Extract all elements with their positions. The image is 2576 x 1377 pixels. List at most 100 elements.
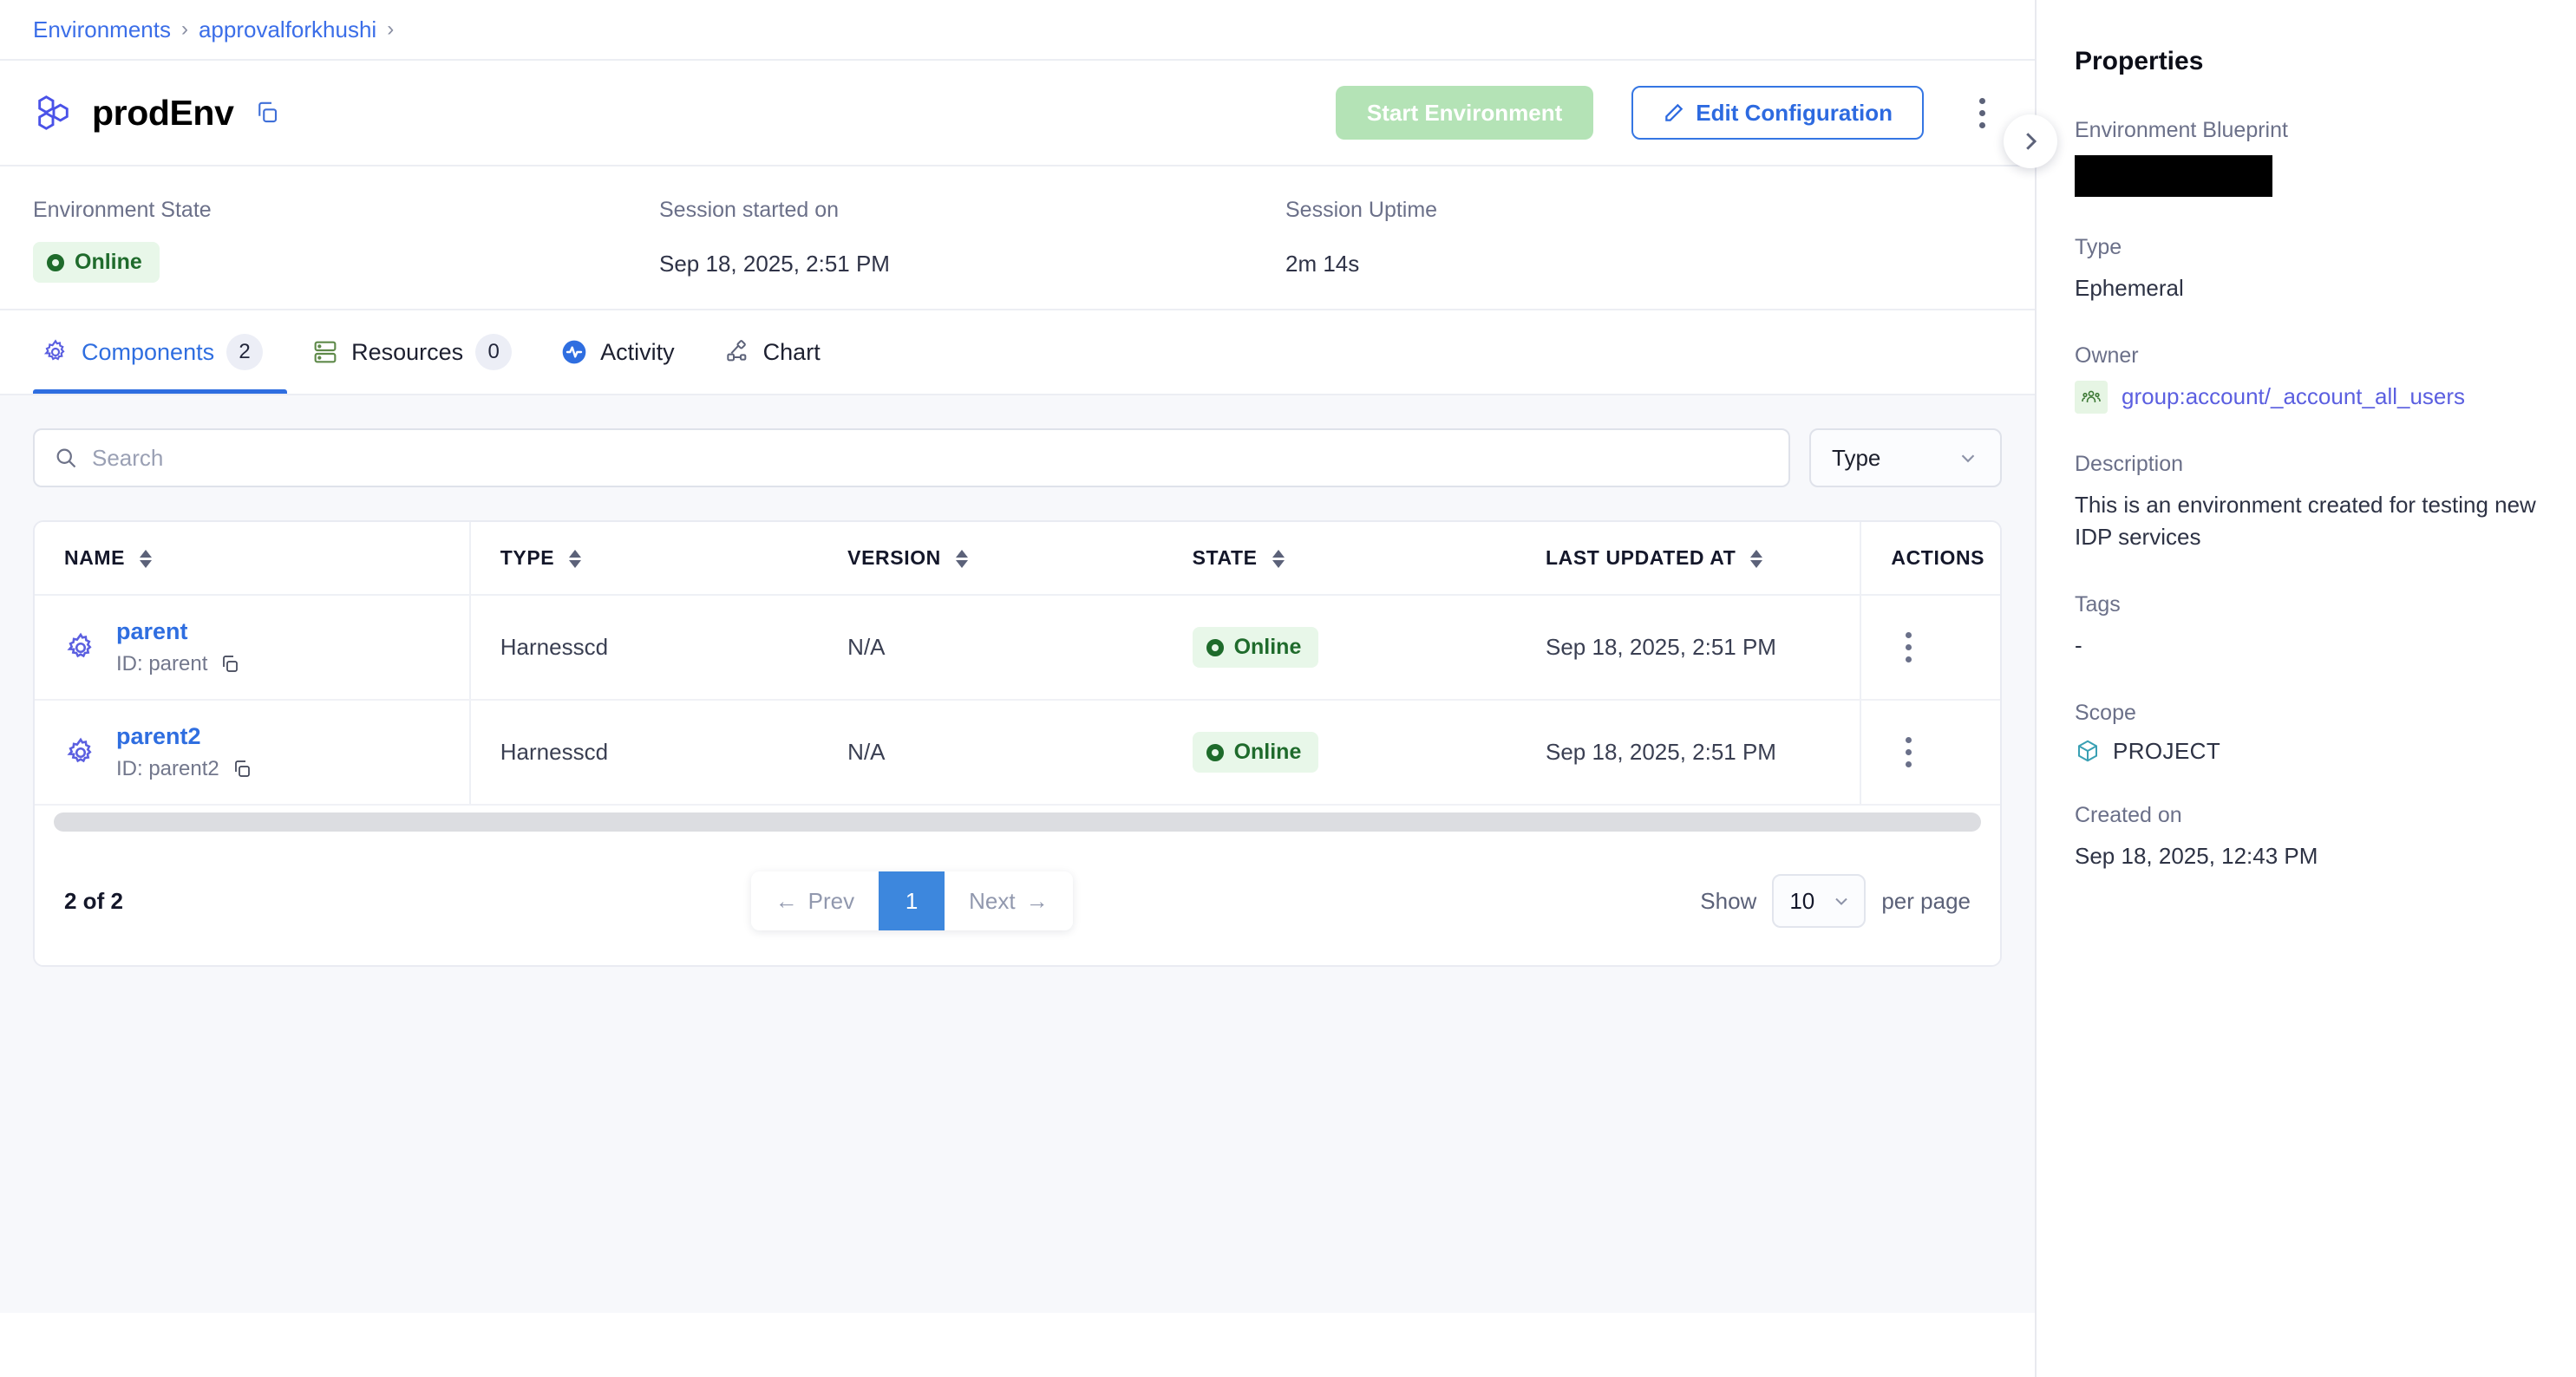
created-on-value: Sep 18, 2025, 12:43 PM [2075, 842, 2318, 869]
table-body: parent ID: parent [35, 595, 2000, 806]
column-header-version-label: VERSION [847, 546, 941, 569]
cell-state: Online [1162, 700, 1516, 806]
kebab-dot-3 [1905, 761, 1912, 767]
pager: ← Prev 1 Next → [750, 871, 1073, 930]
column-header-version[interactable]: VERSION [818, 522, 1163, 596]
per-page-select[interactable]: 10 [1772, 874, 1867, 928]
session-started-label: Session started on [659, 198, 840, 222]
component-id-label: ID: parent [116, 652, 208, 675]
column-header-actions: ACTIONS [1860, 522, 2000, 596]
tab-bar: Components 2 Resources 0 [0, 310, 2035, 395]
tab-components-label: Components [82, 338, 215, 365]
cell-actions [1860, 700, 2000, 806]
sort-icon-name[interactable] [140, 550, 153, 569]
kebab-dot-2 [1978, 109, 1985, 116]
owner-label: Owner [2075, 343, 2139, 368]
tab-components[interactable]: Components 2 [33, 310, 288, 394]
edit-configuration-label: Edit Configuration [1696, 99, 1893, 126]
table-header-row: NAME TYPE VERSION [35, 522, 2000, 596]
type-filter-label: Type [1832, 444, 1881, 471]
sort-icon-type[interactable] [569, 550, 582, 569]
column-header-last-updated-label: LAST UPDATED AT [1546, 546, 1736, 569]
header-kebab-menu-icon[interactable] [1962, 88, 2002, 137]
chevron-down-icon [1957, 447, 1979, 469]
properties-title: Properties [2075, 47, 2204, 75]
sort-icon-last-updated[interactable] [1750, 550, 1763, 569]
page-number-1[interactable]: 1 [879, 871, 945, 930]
kebab-dot-2 [1905, 749, 1912, 755]
next-page-label: Next [969, 887, 1016, 914]
kebab-dot-2 [1905, 644, 1912, 650]
cell-name: parent ID: parent [35, 595, 470, 701]
collapse-properties-panel-button[interactable] [2004, 114, 2057, 168]
tab-resources-count: 0 [475, 334, 513, 370]
gear-icon [64, 631, 97, 664]
owner-link[interactable]: group:account/_account_all_users [2122, 383, 2466, 410]
column-header-name[interactable]: NAME [35, 522, 470, 596]
tab-activity[interactable]: Activity [536, 310, 699, 394]
chevron-right-icon [2017, 128, 2043, 154]
description-label: Description [2075, 451, 2184, 476]
cell-type: Harnesscd [468, 595, 819, 701]
component-name-link[interactable]: parent [116, 618, 188, 644]
tab-resources[interactable]: Resources 0 [287, 310, 536, 394]
sort-icon-state[interactable] [1272, 550, 1285, 569]
component-name-block: parent ID: parent [116, 618, 240, 676]
component-id-row: ID: parent [116, 652, 240, 676]
tab-components-count: 2 [226, 334, 264, 370]
sort-icon-version[interactable] [955, 550, 968, 569]
properties-panel: Properties Environment Blueprint Type Ep… [2035, 0, 2576, 1377]
next-page-button[interactable]: Next → [945, 871, 1073, 930]
column-header-type[interactable]: TYPE [468, 522, 819, 596]
cube-icon [2075, 738, 2101, 764]
owner-row: group:account/_account_all_users [2075, 380, 2538, 414]
per-page-value: 10 [1789, 887, 1815, 914]
copy-icon[interactable] [219, 654, 240, 675]
column-header-type-label: TYPE [500, 546, 555, 569]
scrollbar-thumb[interactable] [54, 812, 1981, 832]
online-status-icon [1206, 743, 1224, 761]
cell-last-updated: Sep 18, 2025, 2:51 PM [1516, 595, 1861, 701]
main-content-pane: Environments › approvalforkhushi › prodE… [0, 16, 2037, 967]
type-filter-dropdown[interactable]: Type [1809, 428, 2002, 487]
session-uptime-value: 2m 14s [1285, 251, 1360, 277]
tab-activity-label: Activity [600, 338, 675, 365]
status-badge-label: Online [1233, 635, 1302, 659]
pagination-count: 2 of 2 [64, 887, 123, 914]
scope-row: PROJECT [2075, 738, 2538, 765]
status-badge-label: Online [75, 250, 142, 274]
show-label: Show [1700, 887, 1757, 914]
component-name-link[interactable]: parent2 [116, 723, 201, 749]
activity-pulse-icon [560, 338, 588, 366]
edit-configuration-button[interactable]: Edit Configuration [1631, 86, 1924, 140]
pagination-center: ← Prev 1 Next → [123, 871, 1700, 930]
kebab-dot-3 [1905, 656, 1912, 662]
prev-page-button[interactable]: ← Prev [750, 871, 879, 930]
breadcrumb-item-approvalforkhushi[interactable]: approvalforkhushi [198, 16, 377, 42]
search-box[interactable] [33, 428, 1790, 487]
start-environment-button[interactable]: Start Environment [1335, 86, 1594, 140]
column-header-last-updated[interactable]: LAST UPDATED AT [1516, 522, 1861, 596]
search-icon [54, 446, 78, 470]
cell-last-updated: Sep 18, 2025, 2:51 PM [1516, 700, 1861, 806]
breadcrumb-item-environments[interactable]: Environments [33, 16, 171, 42]
online-status-icon [1206, 638, 1224, 656]
component-name-cell: parent2 ID: parent2 [64, 723, 469, 781]
cell-type: Harnesscd [468, 700, 819, 806]
row-kebab-menu-icon[interactable] [1891, 632, 1925, 662]
table-row: parent ID: parent [35, 595, 2000, 701]
hexagon-cluster-icon [33, 93, 73, 133]
copy-icon[interactable] [252, 98, 282, 127]
table-horizontal-scrollbar[interactable] [35, 806, 2000, 840]
arrow-left-icon: ← [775, 887, 798, 914]
tab-chart[interactable]: Chart [699, 310, 845, 394]
session-uptime-label: Session Uptime [1285, 198, 1438, 222]
copy-icon[interactable] [232, 759, 252, 780]
search-input[interactable] [92, 444, 1769, 472]
session-started-value: Sep 18, 2025, 2:51 PM [659, 251, 890, 277]
session-uptime-block: Session Uptime 2m 14s [1285, 198, 1437, 283]
chevron-down-icon [1831, 891, 1852, 911]
row-kebab-menu-icon[interactable] [1891, 737, 1925, 767]
column-header-state[interactable]: STATE [1162, 522, 1516, 596]
